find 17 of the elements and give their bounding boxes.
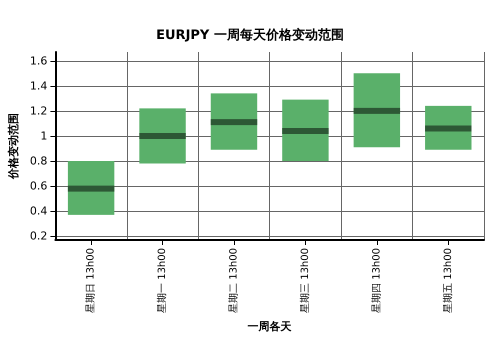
- x-tick-label: 星期四 13h00: [370, 248, 382, 313]
- y-tick-label: 1.6: [30, 54, 48, 68]
- x-tick-label: 星期二 13h00: [227, 248, 240, 313]
- y-axis-title: 价格变动范围: [7, 113, 20, 180]
- y-tick-label: 0.8: [30, 154, 48, 168]
- x-tick-label: 星期五 13h00: [442, 248, 454, 313]
- y-tick-label: 1.2: [30, 104, 48, 118]
- y-tick-label: 1.4: [30, 79, 48, 92]
- y-tick-label: 0.2: [30, 230, 48, 243]
- x-tick-label: 星期日 13h00: [84, 248, 97, 313]
- x-tick-label: 星期一 13h00: [156, 248, 168, 313]
- y-tick-label: 0.4: [30, 204, 48, 218]
- x-axis-title: 一周各天: [248, 320, 293, 333]
- x-tick-label: 星期三 13h00: [298, 248, 311, 313]
- chart-title: EURJPY 一周每天价格变动范围: [156, 27, 344, 43]
- y-tick-label: 1: [40, 129, 48, 142]
- y-tick-label: 0.6: [30, 180, 48, 193]
